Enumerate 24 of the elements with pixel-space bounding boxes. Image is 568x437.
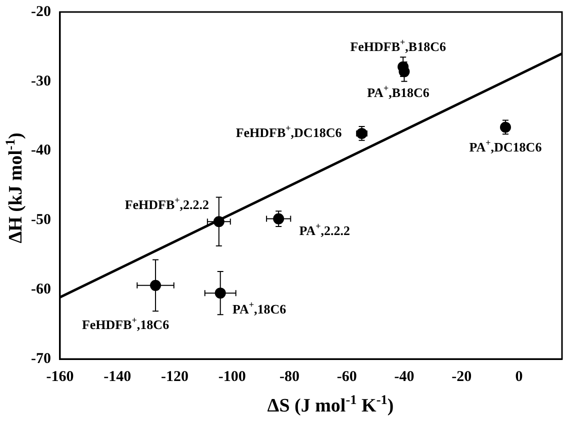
x-tick-label: 0 [515, 368, 523, 385]
annotation: FeHDFB+,DC18C6 [236, 122, 342, 140]
y-tick-label: -20 [30, 4, 51, 20]
x-tick-label: -140 [104, 368, 132, 385]
x-tick-label: -40 [394, 368, 414, 385]
x-tick-label: -100 [218, 368, 246, 385]
annotation: PA+,18C6 [232, 299, 287, 316]
x-tick-label: -120 [160, 368, 188, 385]
y-tick-label: -40 [30, 142, 51, 159]
x-tick-label: -60 [336, 368, 357, 385]
annotation: PA+,B18C6 [367, 83, 430, 100]
x-tick-label: -80 [279, 368, 300, 385]
x-tick-label: -160 [46, 368, 74, 385]
annotation: FeHDFB+,B18C6 [350, 37, 446, 54]
x-axis-title: ΔS (J mol$^{-1}$ K$^{-1}$) [266, 392, 395, 418]
x-tick-label: -20 [452, 368, 472, 385]
y-tick-label: -60 [30, 281, 51, 298]
y-tick-label: -30 [30, 73, 51, 90]
y-tick-label: -70 [30, 350, 51, 367]
annotation: PA+,DC18C6 [469, 138, 542, 155]
annotation: PA+,2.2.2 [299, 221, 350, 238]
y-tick-label: -50 [30, 212, 51, 228]
annotation: FeHDFB+,18C6 [82, 314, 170, 332]
annotation: FeHDFB+,2.2.2 [124, 194, 210, 212]
